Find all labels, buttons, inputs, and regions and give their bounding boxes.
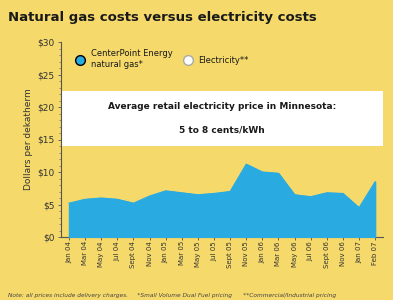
Bar — [61, 91, 383, 146]
Text: Natural gas costs versus electricity costs: Natural gas costs versus electricity cos… — [8, 11, 317, 25]
Text: 5 to 8 cents/kWh: 5 to 8 cents/kWh — [179, 126, 265, 135]
Text: Note: all prices include delivery charges.     *Small Volume Dual Fuel pricing  : Note: all prices include delivery charge… — [8, 293, 336, 298]
Legend: CenterPoint Energy
natural gas*, Electricity**: CenterPoint Energy natural gas*, Electri… — [68, 46, 252, 72]
Y-axis label: Dollars per dekatherm: Dollars per dekatherm — [24, 88, 33, 190]
Text: Average retail electricity price in Minnesota:: Average retail electricity price in Minn… — [108, 102, 336, 111]
